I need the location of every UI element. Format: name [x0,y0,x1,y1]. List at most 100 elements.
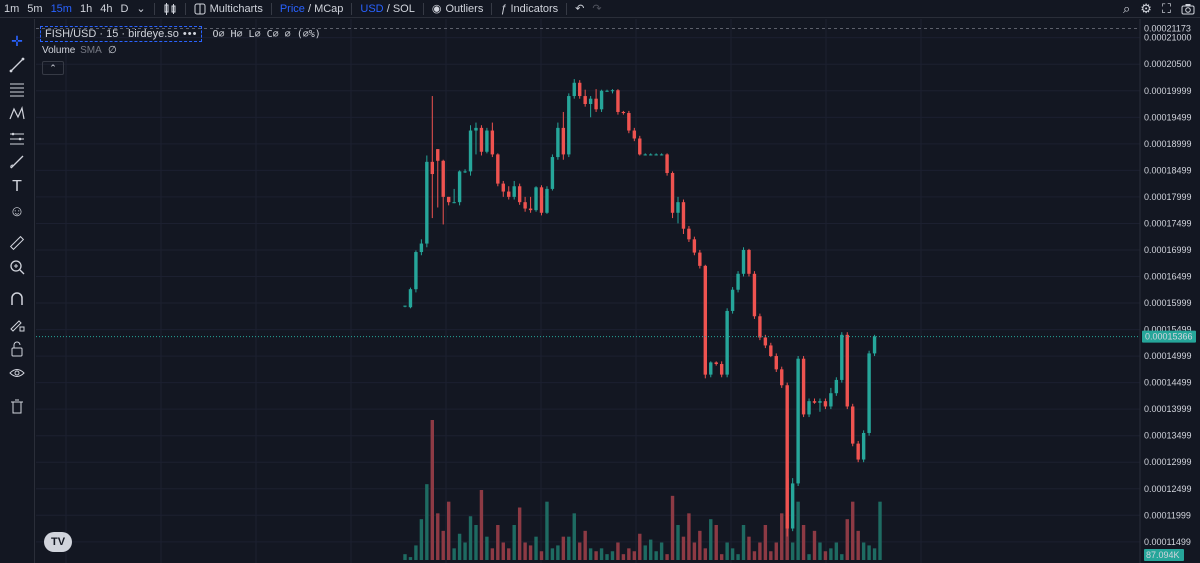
timeframe-dropdown-chevron-icon[interactable]: ⌄ [136,3,146,15]
fullscreen-icon: ⛶ [1161,1,1171,16]
measure-tool[interactable] [7,233,27,253]
candle-body [588,98,593,105]
y-tick-label: 0.00013499 [1144,431,1192,441]
candle-body [851,406,855,444]
candle-body [610,90,615,92]
zoom-tool[interactable] [7,257,27,277]
volume-bar [818,542,822,560]
volume-label: Volume [42,45,76,56]
volume-bar [583,530,587,560]
drawing-tools-sidebar: ✛ T ☺ [0,19,35,563]
candle-type-button[interactable] [159,0,181,18]
pattern-icon [9,105,25,120]
candle-body [872,336,877,354]
tradingview-logo[interactable]: TV [44,532,72,552]
timeframe-d[interactable]: D [120,2,129,15]
volume-bar [774,542,778,560]
symbol-label[interactable]: FISH/USD · 15 · birdeye.so ••• [40,26,203,42]
candle-body [479,127,484,152]
last-volume-badge [1144,549,1184,561]
y-tick-label: 0.00015999 [1144,298,1192,308]
lock-drawings-tool[interactable] [7,339,27,359]
multicharts-button[interactable]: Multicharts [190,0,267,18]
volume-bar [643,545,647,560]
timeframe-4h[interactable]: 4h [100,2,113,15]
toolbar-divider [184,2,186,15]
volume-bar [572,513,576,560]
candle-body [463,171,467,173]
timeframe-1h[interactable]: 1h [79,2,93,15]
volume-bar [588,548,593,560]
volume-bar [829,548,833,560]
volume-bar [419,519,424,560]
forecast-tool[interactable] [7,128,27,148]
y-tick-label: 0.00019499 [1144,112,1192,122]
emoji-tool[interactable]: ☺ [7,201,27,221]
candle-body [605,90,609,92]
volume-bar [796,501,800,560]
candle-body [665,154,669,173]
volume-bar [627,548,631,560]
volume-bar [730,548,735,560]
candle-body [425,161,429,244]
y-tick-label: 0.00017999 [1144,192,1192,202]
volume-bar [457,533,462,560]
timeframe-15m[interactable]: 15m [50,2,72,15]
outliers-button[interactable]: ◉ Outliers [428,0,488,18]
pattern-tool[interactable] [7,104,27,124]
eye-icon: ◉ [431,3,442,15]
text-tool[interactable]: T [7,177,27,197]
settings-button[interactable]: ⚙ [1135,0,1157,18]
candle-body [807,401,811,415]
crosshair-tool[interactable]: ✛ [7,31,27,51]
brush-tool[interactable] [7,152,27,172]
remove-drawings-tool[interactable] [7,396,27,416]
timeframe-1m[interactable]: 1m [4,2,20,15]
candle-body [550,157,555,189]
indicators-button[interactable]: ƒ Indicators [496,0,562,18]
volume-bar [539,551,544,560]
toolbar-right: ⌕ ⚙ ⛶ [1118,0,1200,18]
undo-button[interactable]: ↶ [571,0,588,18]
volume-bar [501,542,505,560]
more-icon[interactable]: ••• [182,28,198,40]
volume-bar [845,519,849,560]
fib-tool[interactable] [7,79,27,99]
candle-body [485,130,489,152]
volume-bar [490,548,495,560]
price-mcap-toggle[interactable]: Price / MCap [276,0,348,18]
candle-body [687,228,691,240]
hide-drawings-tool[interactable] [7,363,27,383]
candle-body [446,196,451,203]
trendline-tool[interactable] [7,55,27,75]
redo-button[interactable]: ↷ [588,0,605,18]
timeframe-5m[interactable]: 5m [27,2,43,15]
volume-bar [605,554,609,560]
candle-body [747,249,751,274]
volume-bar [436,513,440,560]
chart-area[interactable]: 0.00021173 0.00021000 0.00020500 0.00019999… [36,19,1196,563]
volume-bar [659,542,664,560]
y-tick-label: 0.00020500 [1144,59,1192,69]
candle-body [436,149,440,161]
screenshot-button[interactable] [1176,0,1200,18]
candle-body [818,401,822,403]
symbol-text: FISH/USD · 15 · birdeye.so [45,28,179,40]
candle-body [414,252,418,290]
stay-in-drawing-tool[interactable] [7,314,27,334]
candle-body [627,113,631,131]
collapse-legend-button[interactable]: ⌃ [42,61,64,75]
volume-bar [736,554,740,560]
magnet-tool[interactable] [7,289,27,309]
fullscreen-button[interactable]: ⛶ [1157,0,1176,18]
candle-body [763,337,768,346]
volume-bar [599,548,604,560]
smiley-icon: ☺ [9,202,25,220]
quick-search-button[interactable]: ⌕ [1118,0,1135,18]
candle-body [752,273,757,317]
candle-body [649,154,653,156]
y-tick-label: 0.00012999 [1144,457,1192,467]
candle-body [698,252,702,266]
usd-sol-toggle[interactable]: USD / SOL [356,0,418,18]
